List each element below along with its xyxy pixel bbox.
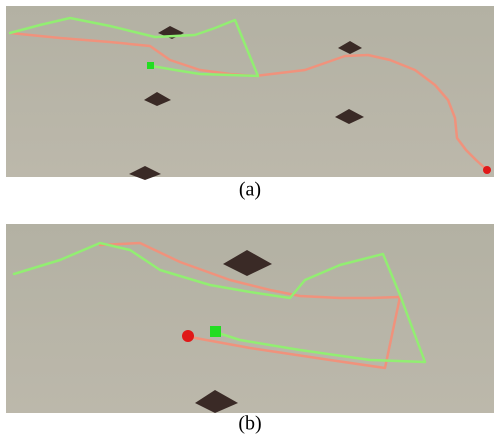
start-marker xyxy=(210,326,221,337)
end-marker xyxy=(483,166,491,174)
panel-a xyxy=(6,6,494,180)
figure-canvas: (a) (b) xyxy=(0,0,496,436)
end-marker xyxy=(182,330,194,342)
start-marker xyxy=(147,62,154,69)
panel-label: (b) xyxy=(238,413,261,435)
panel-b xyxy=(6,224,494,413)
figure: (a) (b) xyxy=(0,0,496,436)
scene-image xyxy=(6,6,494,177)
panel-label: (a) xyxy=(239,179,261,201)
